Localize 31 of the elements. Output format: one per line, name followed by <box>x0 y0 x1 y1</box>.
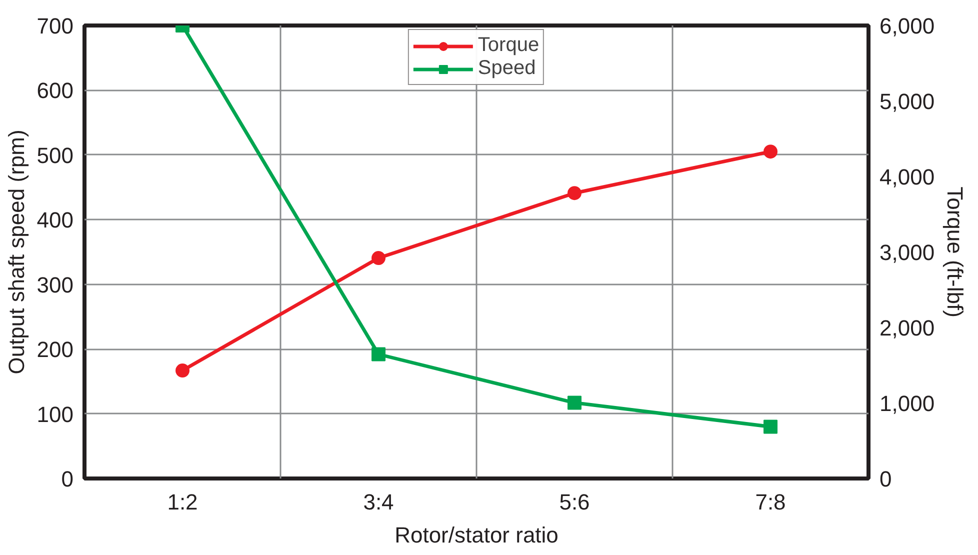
y-tick-label: 100 <box>36 402 74 427</box>
x-tick-label: 1:2 <box>167 490 198 514</box>
point <box>764 144 778 159</box>
x-tick-label: 3:4 <box>363 490 394 514</box>
y-tick-label: 400 <box>36 208 74 233</box>
y2-tick-label: 5,000 <box>880 89 935 114</box>
y2-tick-label: 4,000 <box>880 164 935 190</box>
point <box>176 364 190 378</box>
point <box>568 396 582 410</box>
y-tick-label: 600 <box>36 78 74 104</box>
x-tick-label: 7:8 <box>755 490 786 514</box>
x-tick-label: 5:6 <box>559 490 590 514</box>
point <box>764 420 778 434</box>
y2-axis-title: Torque (ft-lbf) <box>942 186 968 318</box>
y2-tick-label: 0 <box>880 466 892 492</box>
y2-tick-label: 2,000 <box>880 316 935 340</box>
legend-label: Torque <box>478 34 540 57</box>
y-tick-label: 200 <box>36 337 74 362</box>
y2-tick-label: 6,000 <box>880 14 935 38</box>
x-axis-title: Rotor/stator ratio <box>394 522 558 548</box>
legend-label: Speed <box>478 57 536 80</box>
y-tick-label: 700 <box>36 14 74 38</box>
point <box>568 186 582 200</box>
y-tick-label: 300 <box>36 272 74 298</box>
y-tick-label: 500 <box>36 142 74 168</box>
y2-tick-label: 1,000 <box>880 391 935 416</box>
point <box>372 251 386 266</box>
y2-tick-label: 3,000 <box>880 240 935 265</box>
y-tick-label: 0 <box>61 466 74 492</box>
y-axis-title: Output shaft speed (rpm) <box>4 130 29 374</box>
point <box>372 347 386 362</box>
